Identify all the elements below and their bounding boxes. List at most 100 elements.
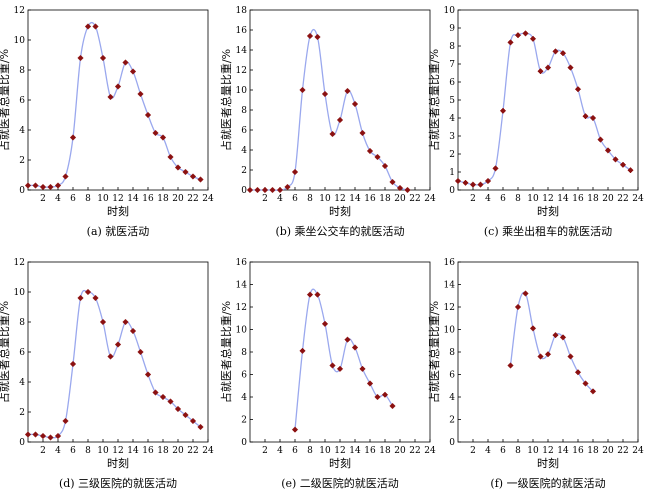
- data-point: [366, 380, 374, 387]
- panel-caption: (d) 三级医院的就医活动: [59, 476, 177, 490]
- y-tick-label: 4: [19, 378, 25, 388]
- x-tick-label: 18: [157, 446, 169, 456]
- data-point: [122, 318, 129, 326]
- data-point: [627, 167, 634, 174]
- y-tick-label: 2: [19, 408, 25, 418]
- y-tick-label: 6: [19, 96, 25, 106]
- x-tick-label: 8: [85, 446, 91, 456]
- data-point: [167, 398, 174, 405]
- x-tick-label: 20: [602, 446, 614, 456]
- x-tick-label: 20: [394, 194, 406, 204]
- data-point: [99, 54, 107, 62]
- data-point: [129, 68, 137, 75]
- x-tick-label: 2: [262, 446, 268, 456]
- y-tick-label: 0: [449, 186, 455, 196]
- data-point: [39, 183, 47, 191]
- x-tick-label: 12: [334, 446, 345, 456]
- y-tick-label: 8: [449, 42, 455, 52]
- x-tick-label: 14: [127, 194, 139, 204]
- data-point: [604, 147, 612, 154]
- x-axis-label: 时刻: [107, 456, 129, 470]
- data-point: [514, 32, 522, 39]
- data-point: [404, 186, 411, 194]
- x-tick-label: 12: [542, 446, 553, 456]
- x-tick-label: 18: [587, 446, 599, 456]
- panel-caption: (a) 就医活动: [87, 224, 150, 238]
- data-point: [499, 107, 507, 114]
- data-point: [167, 153, 174, 161]
- data-point: [381, 162, 389, 170]
- y-tick-label: 3: [449, 132, 455, 142]
- x-tick-label: 4: [277, 194, 283, 204]
- data-point: [159, 134, 167, 141]
- y-tick-label: 8: [241, 106, 247, 116]
- y-axis-label: 占就医者总量比重/%: [0, 301, 11, 403]
- x-tick-label: 14: [349, 194, 361, 204]
- data-point: [261, 186, 269, 194]
- x-tick-label: 16: [142, 446, 154, 456]
- x-axis-label: 时刻: [537, 456, 559, 470]
- x-tick-label: 22: [617, 194, 628, 204]
- y-tick-label: 6: [241, 371, 247, 381]
- data-point: [54, 182, 62, 189]
- y-tick-label: 6: [449, 371, 455, 381]
- y-tick-label: 4: [241, 146, 247, 156]
- data-point: [359, 365, 366, 373]
- plot-frame: [249, 9, 431, 191]
- data-point: [284, 183, 291, 191]
- data-point: [559, 334, 567, 341]
- data-point: [189, 173, 197, 180]
- data-point: [619, 161, 627, 168]
- y-tick-label: 8: [449, 348, 455, 358]
- data-point: [99, 318, 107, 326]
- y-tick-label: 16: [444, 258, 456, 268]
- data-point: [306, 32, 314, 40]
- data-point: [507, 362, 514, 369]
- data-point: [291, 168, 299, 176]
- series-line: [249, 28, 408, 191]
- x-tick-label: 10: [319, 446, 331, 456]
- y-tick-label: 2: [449, 150, 455, 160]
- x-axis-label: 时刻: [107, 204, 129, 218]
- data-point: [246, 186, 254, 194]
- data-point: [32, 182, 39, 189]
- x-tick-label: 8: [307, 194, 313, 204]
- data-point: [62, 173, 69, 180]
- y-tick-label: 10: [14, 36, 26, 46]
- x-tick-label: 24: [632, 194, 644, 204]
- data-point: [329, 130, 336, 138]
- data-point: [374, 153, 381, 161]
- y-tick-label: 16: [236, 26, 248, 36]
- y-tick-label: 18: [236, 6, 248, 16]
- data-point: [537, 353, 544, 360]
- data-point: [589, 388, 597, 395]
- data-point: [381, 391, 389, 398]
- series-line: [509, 291, 594, 392]
- x-tick-label: 22: [187, 194, 198, 204]
- x-tick-label: 8: [307, 446, 313, 456]
- x-tick-label: 18: [379, 194, 391, 204]
- data-point: [344, 87, 351, 95]
- data-point: [291, 426, 299, 433]
- series-line: [27, 289, 201, 439]
- x-tick-label: 6: [292, 194, 298, 204]
- data-point: [137, 348, 144, 356]
- x-tick-label: 24: [424, 194, 436, 204]
- y-axis-label: 占就医者总量比重/%: [427, 49, 441, 151]
- data-point: [299, 86, 306, 94]
- data-point: [462, 179, 469, 186]
- x-tick-label: 6: [70, 194, 76, 204]
- y-tick-label: 12: [236, 303, 247, 313]
- data-point: [389, 178, 396, 186]
- data-point: [182, 411, 189, 419]
- data-point: [389, 402, 396, 410]
- data-point: [299, 347, 306, 355]
- x-tick-label: 8: [515, 194, 521, 204]
- y-tick-label: 12: [14, 258, 25, 268]
- y-tick-label: 2: [241, 416, 247, 426]
- y-tick-label: 8: [19, 318, 25, 328]
- x-tick-label: 2: [470, 446, 476, 456]
